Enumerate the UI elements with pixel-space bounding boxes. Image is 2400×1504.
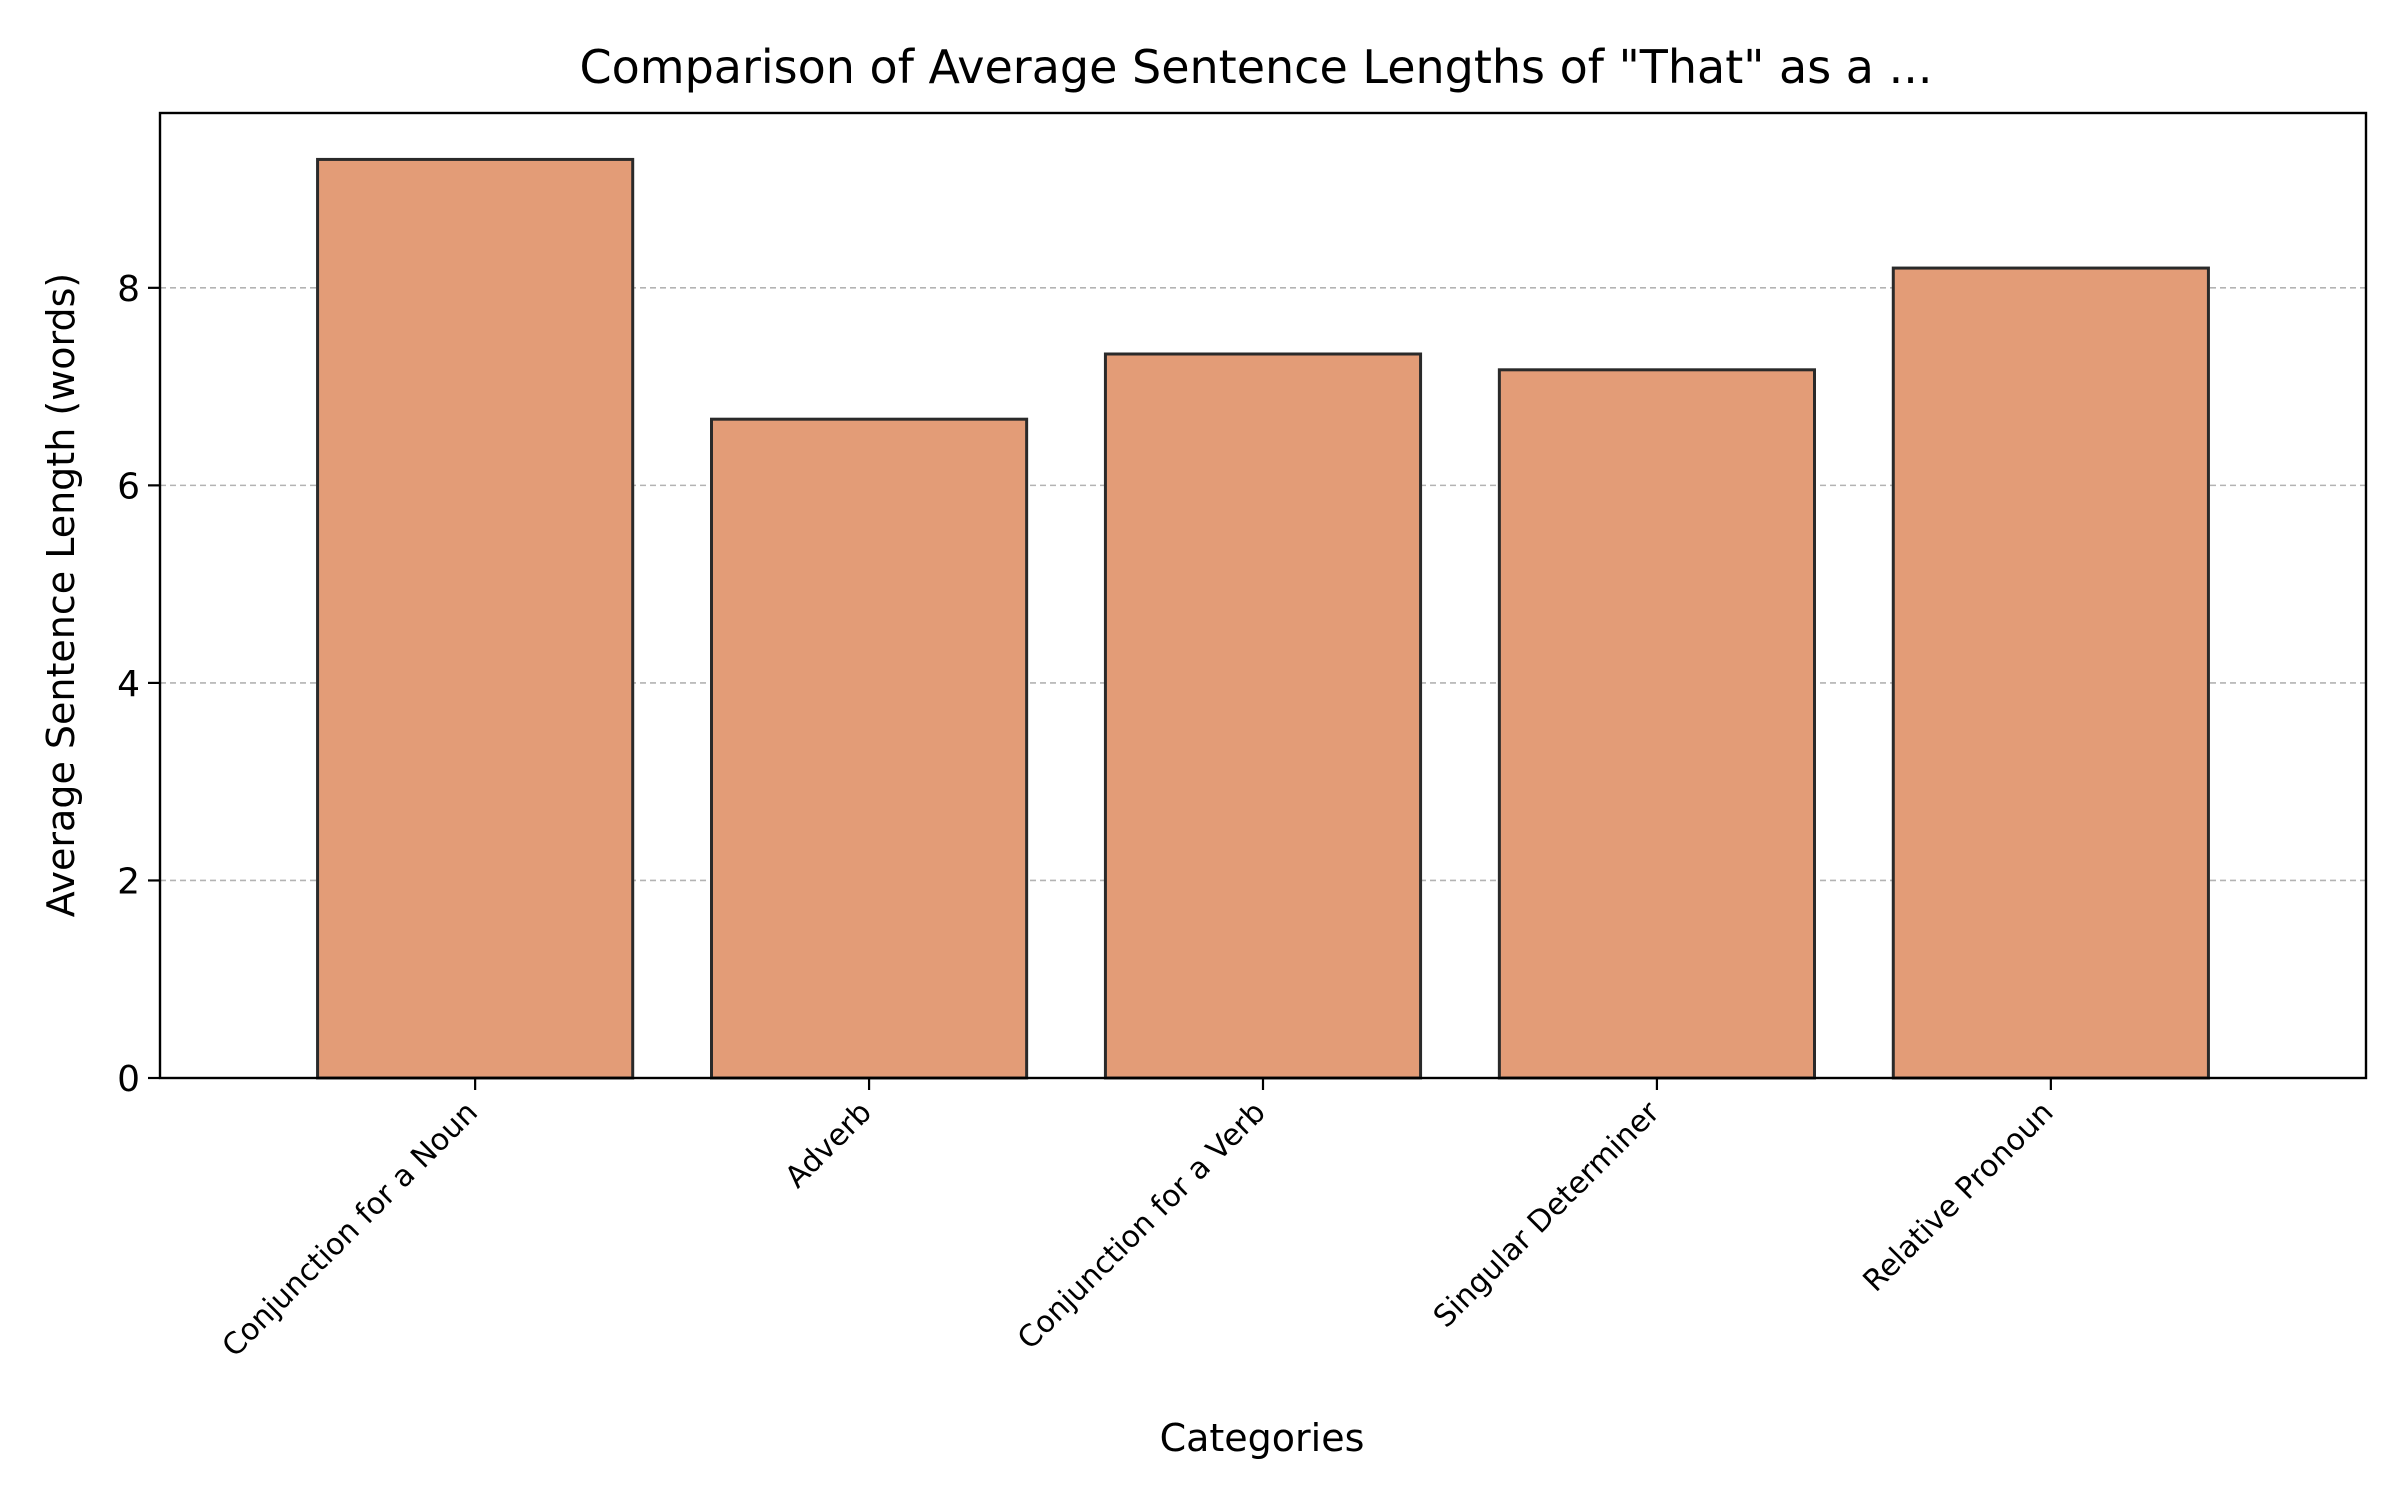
plot-frame — [158, 111, 2368, 1080]
bar — [710, 417, 1029, 1080]
x-tick-label: Conjunction for a Noun — [216, 1095, 485, 1364]
x-axis-label: Categories — [1160, 1416, 1365, 1460]
y-tick-label: 6 — [117, 466, 140, 507]
bars — [316, 157, 2210, 1080]
bar — [1103, 352, 1423, 1080]
y-tick-label: 8 — [117, 269, 140, 310]
y-tick-label: 0 — [117, 1059, 140, 1100]
y-axis-label: Average Sentence Length (words) — [39, 273, 83, 917]
bar — [316, 157, 635, 1080]
y-tick-label: 4 — [117, 664, 140, 705]
y-tick-label: 2 — [117, 861, 140, 902]
bar — [1497, 368, 1817, 1080]
bar — [1891, 266, 2210, 1080]
x-tick-label: Relative Pronoun — [1857, 1095, 2061, 1299]
x-tick-label: Conjunction for a Verb — [1011, 1095, 1273, 1357]
x-tick-label: Singular Determiner — [1427, 1094, 1667, 1334]
chart-title: Comparison of Average Sentence Lengths o… — [580, 40, 1933, 94]
x-tick-label: Adverb — [779, 1095, 879, 1195]
